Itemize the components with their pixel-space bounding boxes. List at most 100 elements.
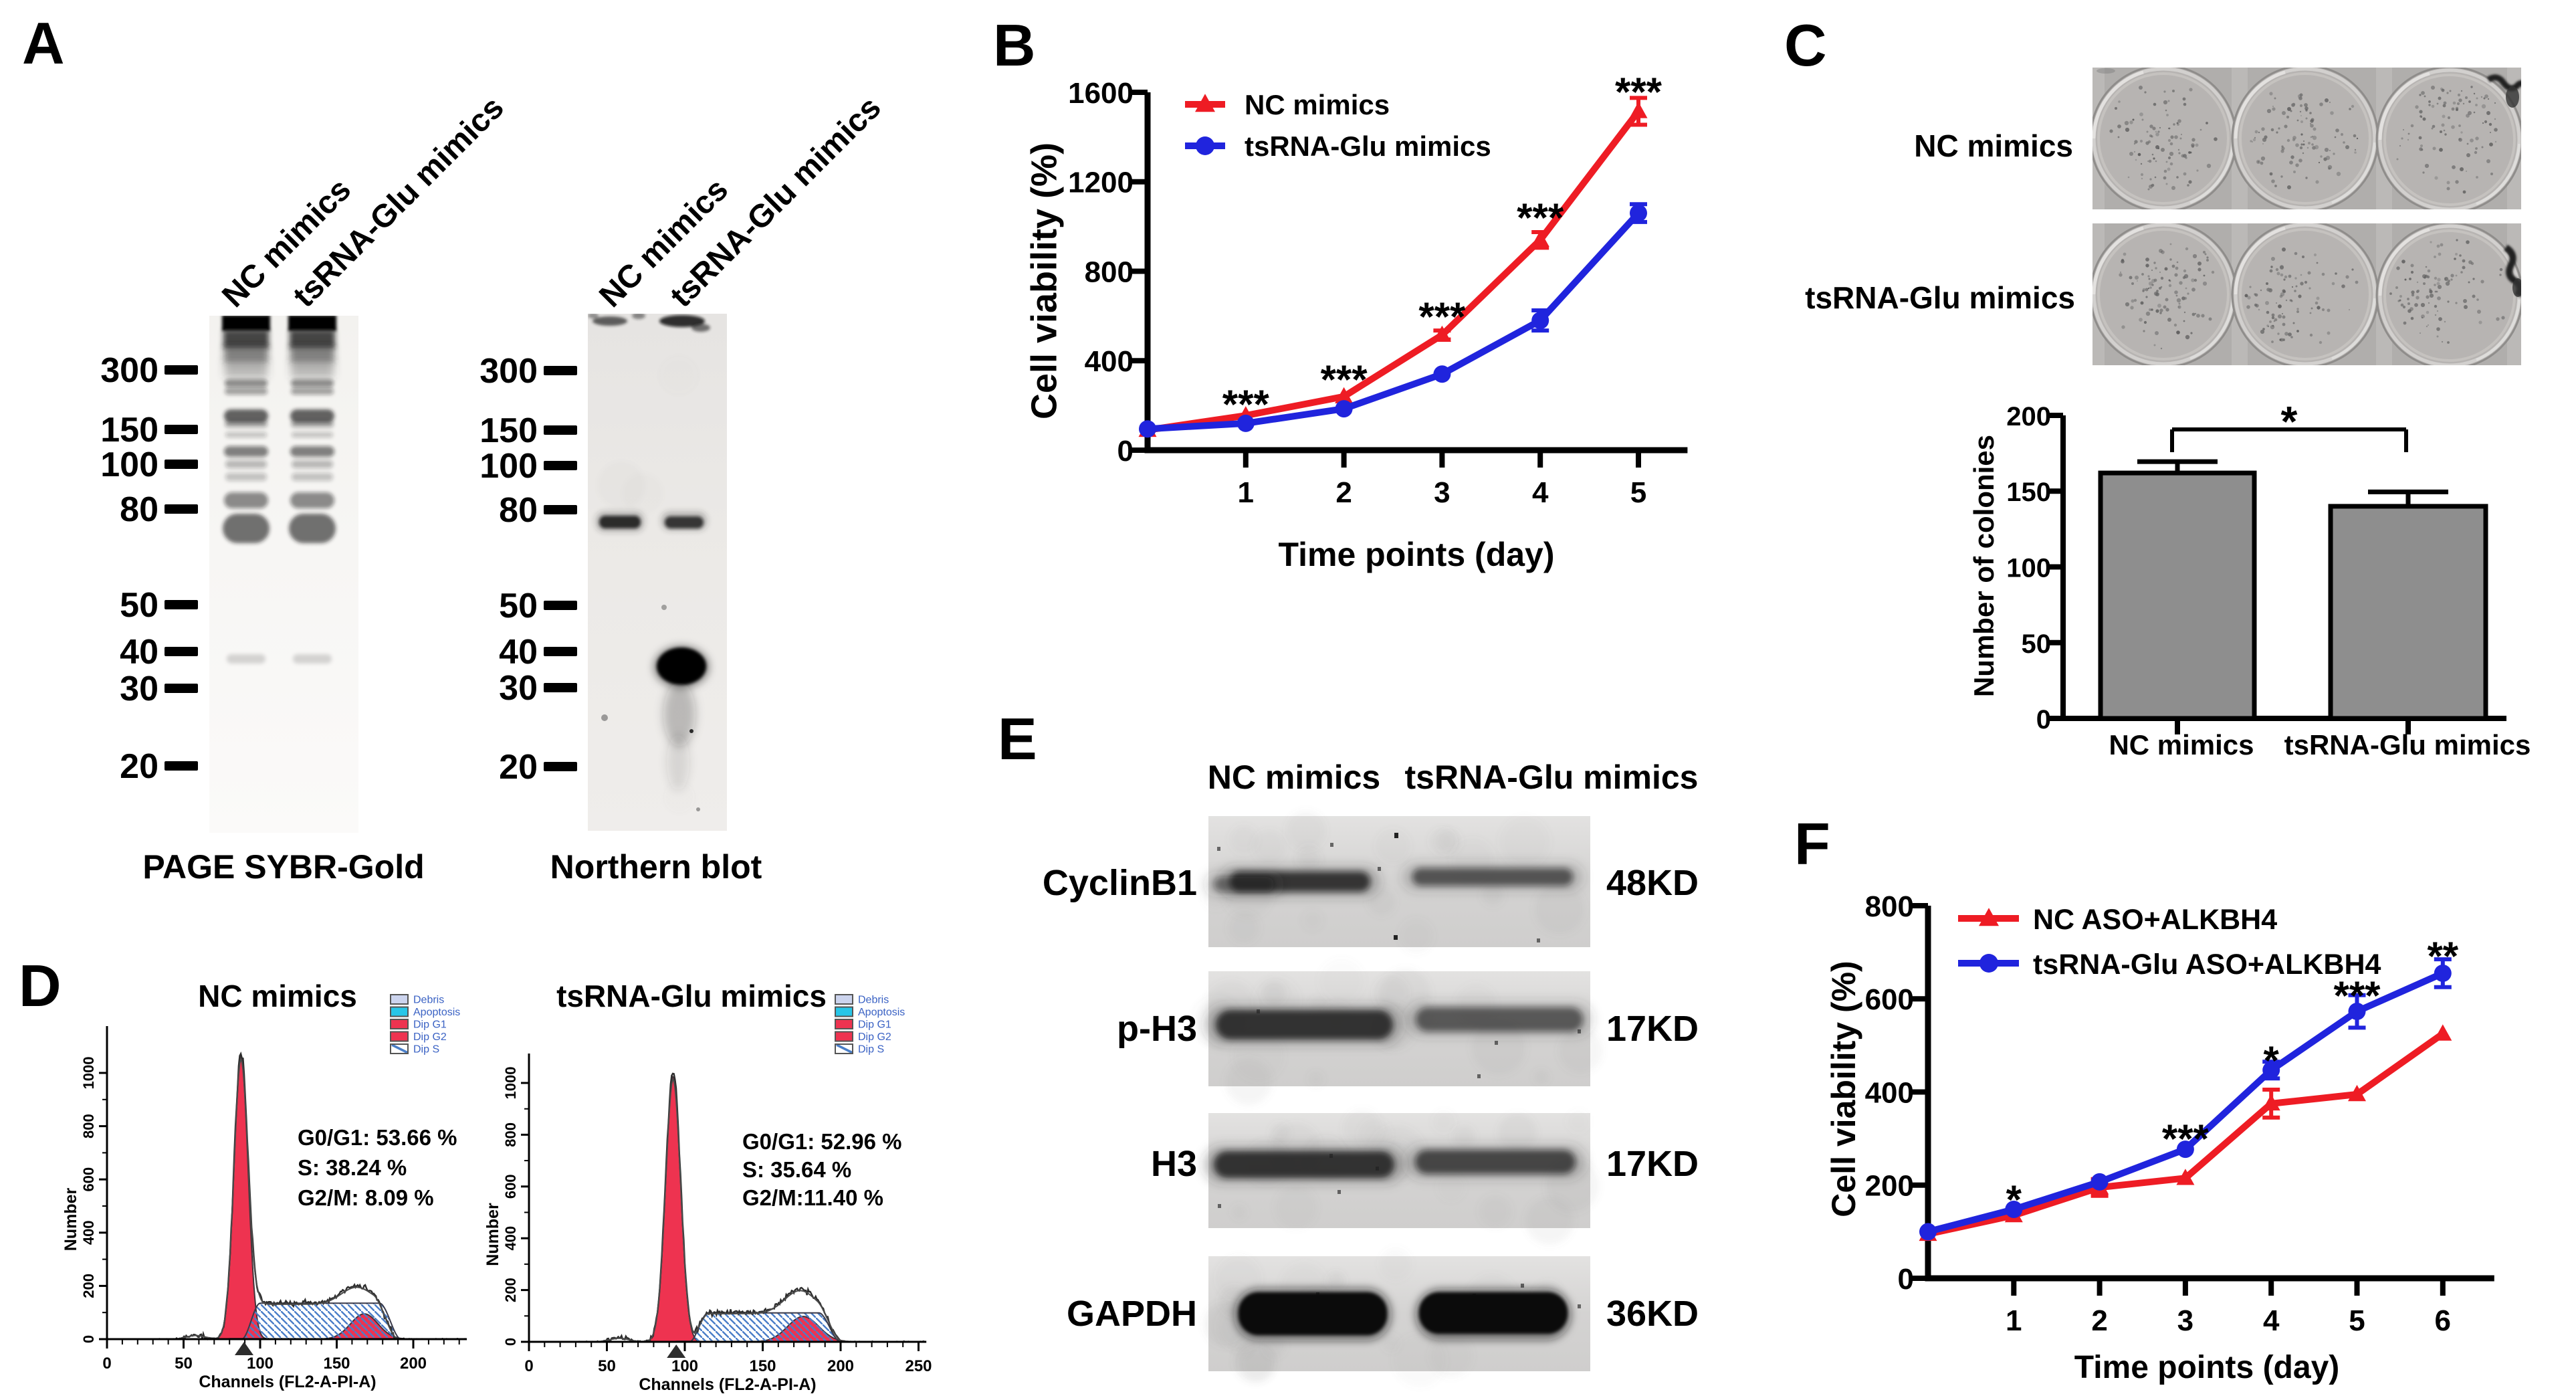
svg-text:NC mimics: NC mimics [1914,128,2073,163]
svg-text:D: D [19,953,62,1019]
svg-text:400: 400 [80,1220,97,1245]
svg-text:800: 800 [80,1114,97,1138]
svg-text:Number: Number [62,1188,80,1252]
svg-text:*: * [2281,397,2298,445]
svg-text:Dip G2: Dip G2 [858,1031,891,1043]
svg-text:Time points (day): Time points (day) [1278,536,1554,573]
svg-text:3: 3 [1434,476,1450,509]
svg-text:***: *** [2162,1116,2210,1161]
svg-text:600: 600 [80,1167,97,1192]
svg-text:50: 50 [175,1355,193,1373]
svg-text:0: 0 [2036,705,2051,734]
svg-text:S: 38.24 %: S: 38.24 % [298,1155,407,1180]
svg-text:NC mimics: NC mimics [1245,89,1390,120]
svg-text:50: 50 [120,586,158,625]
svg-text:200: 200 [2006,402,2051,431]
svg-text:1: 1 [1238,476,1254,509]
svg-text:400: 400 [1085,345,1134,378]
svg-text:1000: 1000 [502,1067,519,1100]
svg-text:tsRNA-Glu ASO+ALKBH4: tsRNA-Glu ASO+ALKBH4 [2033,949,2381,981]
svg-text:0: 0 [1117,435,1134,468]
svg-text:H3: H3 [1151,1144,1197,1184]
svg-text:100: 100 [247,1355,274,1373]
svg-text:GAPDH: GAPDH [1067,1294,1197,1334]
svg-text:G0/G1: 52.96 %: G0/G1: 52.96 % [742,1129,901,1154]
svg-text:0: 0 [502,1338,519,1346]
svg-text:Apoptosis: Apoptosis [413,1007,460,1018]
svg-text:*: * [2006,1177,2022,1222]
svg-text:Number of colonies: Number of colonies [1968,435,2000,697]
svg-text:F: F [1794,811,1830,877]
svg-text:100: 100 [479,447,538,486]
svg-text:tsRNA-Glu mimics: tsRNA-Glu mimics [1245,130,1491,162]
svg-text:250: 250 [905,1357,932,1375]
svg-text:80: 80 [120,490,158,529]
svg-text:20: 20 [120,747,158,786]
svg-text:***: *** [2333,973,2381,1018]
svg-text:3: 3 [2177,1304,2193,1337]
svg-text:Channels (FL2-A-PI-A): Channels (FL2-A-PI-A) [199,1373,376,1391]
svg-text:Debris: Debris [413,995,444,1006]
svg-text:Apoptosis: Apoptosis [858,1007,905,1018]
svg-text:CyclinB1: CyclinB1 [1043,863,1197,903]
svg-text:40: 40 [499,633,538,672]
svg-text:100: 100 [2006,554,2051,583]
svg-text:*: * [2264,1038,2280,1083]
svg-text:100: 100 [671,1357,698,1375]
svg-text:2: 2 [1335,476,1352,509]
svg-text:400: 400 [1865,1076,1914,1109]
svg-text:20: 20 [499,748,538,787]
svg-text:100: 100 [100,445,158,484]
svg-text:PAGE SYBR-Gold: PAGE SYBR-Gold [142,848,424,886]
svg-text:G2/M:11.40 %: G2/M:11.40 % [742,1185,883,1210]
svg-text:tsRNA-Glu mimics: tsRNA-Glu mimics [556,979,827,1013]
svg-text:Number: Number [484,1203,502,1266]
svg-text:4: 4 [1532,476,1549,509]
svg-text:200: 200 [1865,1170,1914,1203]
svg-text:80: 80 [499,491,538,530]
svg-text:150: 150 [749,1357,776,1375]
svg-text:300: 300 [100,351,158,390]
svg-text:E: E [998,706,1037,772]
svg-text:0: 0 [80,1335,97,1343]
svg-text:50: 50 [2022,629,2052,659]
svg-text:NC mimics: NC mimics [1208,759,1380,796]
svg-text:300: 300 [479,352,538,391]
svg-text:***: *** [1615,70,1662,114]
svg-text:150: 150 [100,411,158,450]
svg-text:***: *** [1321,357,1368,402]
svg-text:800: 800 [502,1122,519,1147]
svg-text:Cell viability (%): Cell viability (%) [1825,961,1862,1217]
svg-text:Dip G1: Dip G1 [858,1019,891,1031]
svg-text:5: 5 [2349,1304,2365,1337]
svg-text:200: 200 [502,1278,519,1302]
svg-text:2: 2 [2091,1304,2107,1337]
svg-text:1000: 1000 [80,1057,97,1090]
svg-text:Cell viability (%): Cell viability (%) [1024,142,1064,419]
svg-text:***: *** [1418,294,1466,339]
svg-text:17KD: 17KD [1606,1144,1699,1184]
svg-text:5: 5 [1630,476,1646,509]
svg-text:150: 150 [479,411,538,450]
svg-text:Channels (FL2-A-PI-A): Channels (FL2-A-PI-A) [639,1375,816,1394]
svg-text:150: 150 [323,1355,350,1373]
svg-text:50: 50 [499,587,538,625]
svg-text:Dip S: Dip S [858,1044,884,1056]
svg-text:1: 1 [2006,1304,2022,1337]
svg-text:NC ASO+ALKBH4: NC ASO+ALKBH4 [2033,904,2277,936]
svg-text:400: 400 [502,1226,519,1251]
svg-text:800: 800 [1085,256,1134,288]
svg-text:30: 30 [120,670,158,708]
svg-text:Northern blot: Northern blot [550,848,762,886]
svg-text:tsRNA-Glu mimics: tsRNA-Glu mimics [1805,280,2075,315]
svg-text:G2/M: 8.09 %: G2/M: 8.09 % [298,1185,434,1210]
svg-text:NC mimics: NC mimics [2109,729,2254,761]
svg-text:**: ** [2427,934,2458,979]
svg-text:G0/G1: 53.66 %: G0/G1: 53.66 % [298,1125,457,1150]
svg-text:48KD: 48KD [1606,863,1699,903]
svg-text:Time points (day): Time points (day) [2074,1350,2340,1385]
svg-text:6: 6 [2435,1304,2451,1337]
svg-text:800: 800 [1865,890,1914,923]
svg-text:30: 30 [499,669,538,708]
svg-text:4: 4 [2263,1304,2280,1337]
